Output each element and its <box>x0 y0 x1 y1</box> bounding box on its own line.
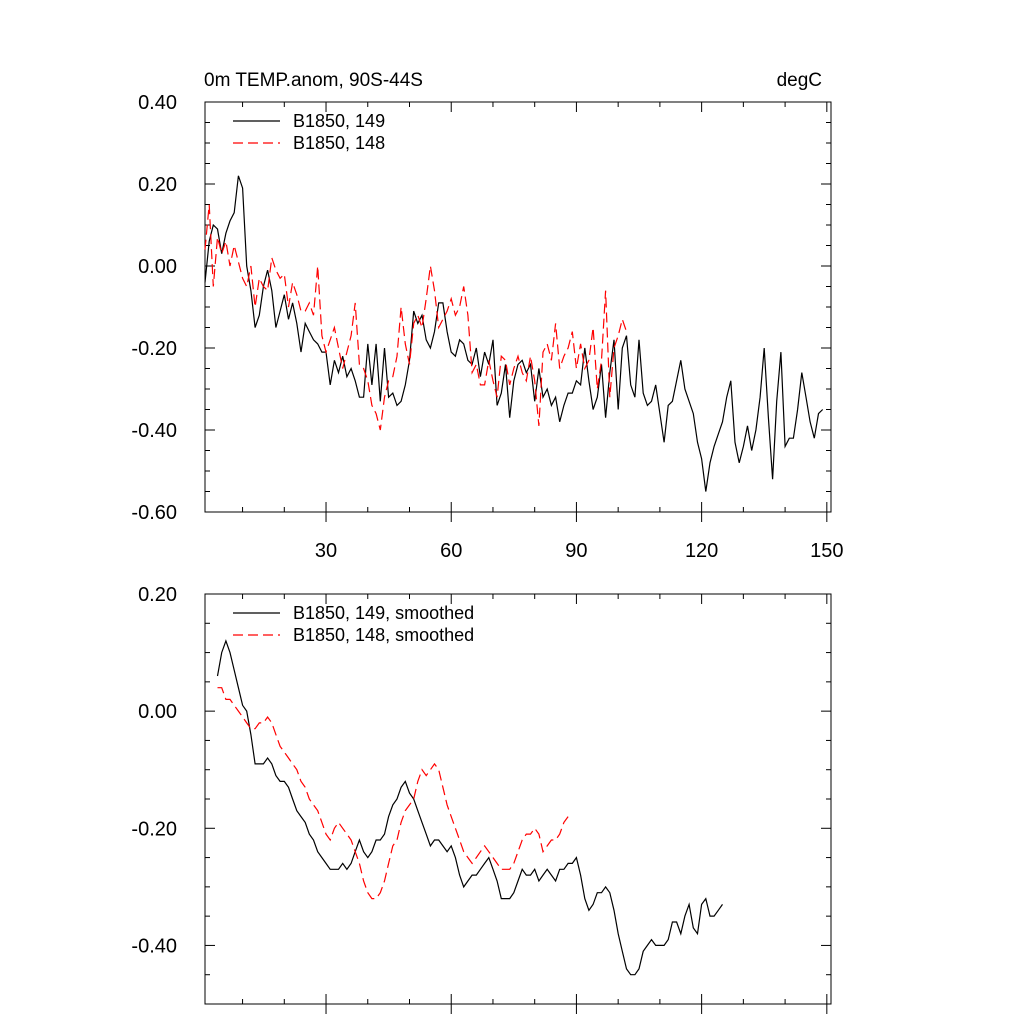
bottom-panel: 0.20 0.00 -0.20 -0.40 B1850, 149, smoothedB… <box>131 584 832 1014</box>
y-tick-label: 0.40 <box>138 92 177 114</box>
x-tick-label: 120 <box>685 540 718 562</box>
x-tick-labels: 30 60 90 120 150 <box>315 540 844 562</box>
y-tick-labels: 0.20 0.00 -0.20 -0.40 <box>131 584 177 957</box>
chart-title: 0m TEMP.anom, 90S-44S <box>204 70 423 91</box>
legend-label-1: B1850, 148, smoothed <box>293 625 474 645</box>
x-tick-label: 150 <box>810 540 843 562</box>
series-line-1 <box>204 204 628 431</box>
units-label: degC <box>777 70 822 91</box>
legend-label-0: B1850, 149 <box>293 111 385 131</box>
series-line-0 <box>204 175 824 492</box>
y-tick-label: 0.20 <box>138 584 177 606</box>
series-line-1 <box>217 687 569 900</box>
series-lines <box>216 639 723 976</box>
y-tick-label: 0.00 <box>138 701 177 723</box>
y-tick-label: -0.40 <box>131 420 177 442</box>
x-tick-label: 90 <box>565 540 587 562</box>
series-line-0 <box>216 639 723 976</box>
y-tick-label: -0.20 <box>131 338 177 360</box>
top-panel: 0m TEMP.anom, 90S-44S degC 0.40 0.20 0.00 -… <box>131 70 843 562</box>
x-tick-label: 30 <box>315 540 337 562</box>
y-tick-label: -0.60 <box>131 502 177 524</box>
legend-label-0: B1850, 149, smoothed <box>293 603 474 623</box>
x-tick-label: 60 <box>440 540 462 562</box>
y-tick-label: -0.20 <box>131 818 177 840</box>
series-lines <box>204 175 824 492</box>
y-tick-labels: 0.40 0.20 0.00 -0.20 -0.40 -0.60 <box>131 92 177 524</box>
tick-marks <box>205 593 831 1014</box>
plot-frame <box>204 593 832 1005</box>
legend-label-1: B1850, 148 <box>293 133 385 153</box>
tick-marks <box>205 101 831 522</box>
y-tick-label: 0.20 <box>138 174 177 196</box>
y-tick-label: -0.40 <box>131 935 177 957</box>
y-tick-label: 0.00 <box>138 256 177 278</box>
